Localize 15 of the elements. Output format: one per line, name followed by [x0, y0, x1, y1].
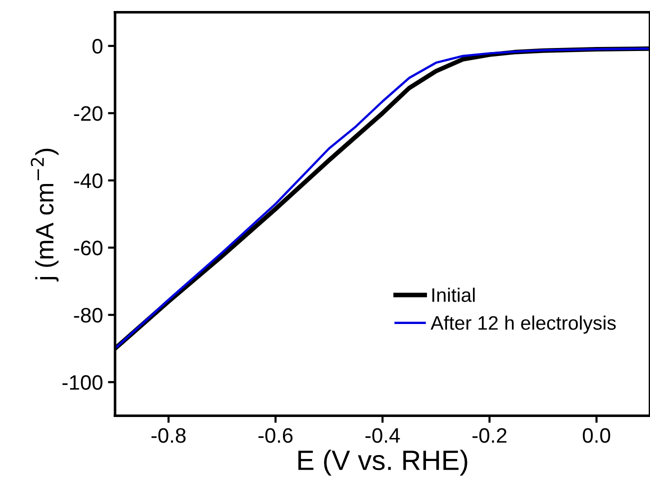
x-tick-label: -0.4: [366, 428, 400, 443]
legend-label: After 12 h electrolysis: [430, 316, 616, 334]
legend-label: Initial: [432, 288, 475, 302]
y-tick-label: -100: [62, 375, 102, 390]
y-tick-label: -40: [74, 173, 102, 188]
x-tick-label: 0.0: [582, 428, 610, 443]
y-tick-label: -80: [74, 308, 102, 323]
y-tick-label: 0: [92, 38, 102, 54]
y-tick-label: -20: [74, 106, 102, 121]
x-axis-title: E (V vs. RHE): [298, 450, 468, 476]
x-tick-label: -0.8: [152, 428, 186, 443]
x-tick-label: -0.6: [258, 428, 293, 443]
y-axis-title: j (mA cm$^{−2}$): [30, 148, 59, 282]
x-tick-label: -0.2: [472, 428, 506, 443]
y-tick-label: -60: [74, 240, 102, 256]
